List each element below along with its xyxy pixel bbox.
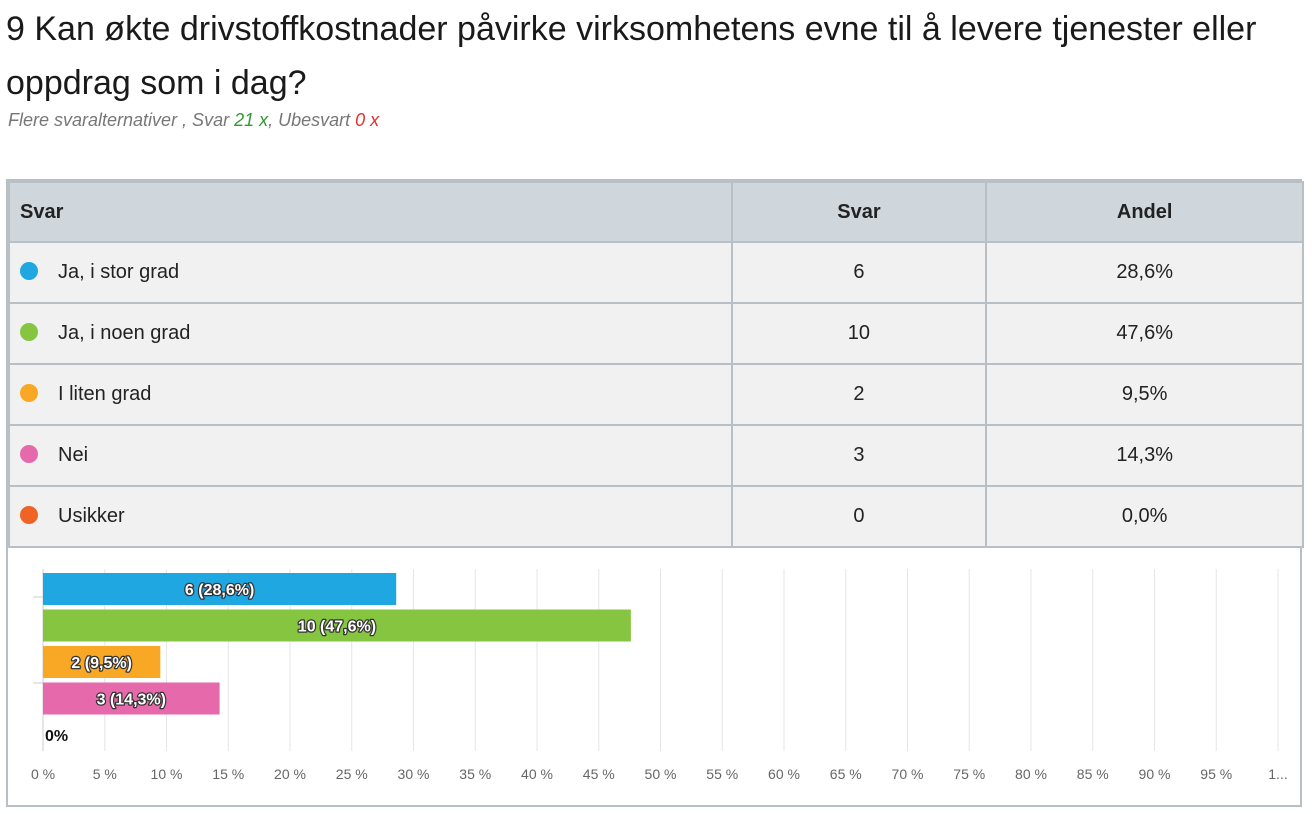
x-tick-label: 85 % [1077,766,1109,782]
answer-label: Ja, i stor grad [58,261,180,283]
table-row: Nei 3 14,3% [8,424,1304,487]
bar-data-label: 10 (47,6%) [298,619,376,636]
answer-cell: Usikker [8,485,733,548]
count-cell: 0 [730,485,988,548]
x-tick-label: 30 % [398,766,430,782]
response-meta: Flere svaralternativer , Svar 21 x, Ubes… [8,110,379,131]
bar-data-label: 3 (14,3%) [97,692,166,709]
share-cell: 9,5% [985,363,1304,426]
results-table: Svar Svar Andel Ja, i stor grad 6 28,6% Ja,… [8,181,1304,548]
answer-label: Usikker [58,505,125,527]
table-row: Ja, i stor grad 6 28,6% [8,241,1304,304]
meta-mid: , Ubesvart [268,110,356,130]
answer-cell: Ja, i noen grad [8,302,733,365]
x-tick-label: 40 % [521,766,553,782]
bar [43,682,220,715]
answer-cell: Nei [8,424,733,487]
share-cell: 47,6% [985,302,1304,365]
x-tick-label: 95 % [1200,766,1232,782]
table-row: Usikker 0 0,0% [8,485,1304,548]
answered-count: 21 x [234,110,269,130]
x-tick-label: 80 % [1015,766,1047,782]
share-cell: 14,3% [985,424,1304,487]
table-row: Ja, i noen grad 10 47,6% [8,302,1304,365]
legend-dot-icon [20,445,38,464]
legend-dot-icon [20,262,38,281]
x-tick-label: 60 % [768,766,800,782]
x-tick-label: 25 % [336,766,368,782]
bar-data-label: 2 (9,5%) [71,655,131,672]
table-body: Ja, i stor grad 6 28,6% Ja, i noen grad 10 47… [8,241,1304,548]
share-cell: 28,6% [985,241,1304,304]
bar-data-label: 0% [45,728,68,745]
question-title: 9 Kan økte drivstoffkostnader påvirke vi… [6,10,1257,102]
x-tick-label: 65 % [830,766,862,782]
legend-dot-icon [20,384,38,403]
unanswered-count: 0 x [355,110,380,130]
x-tick-label: 50 % [645,766,677,782]
x-tick-label: 75 % [953,766,985,782]
count-cell: 6 [730,241,988,304]
x-tick-label: 5 % [93,766,117,782]
answer-cell: I liten grad [8,363,733,426]
bar-chart-svg: 0 % 5 % 10 % 15 % 20 % 25 % 30 % 35 % 40 % 45 % 50… [31,569,1288,782]
header-count: Svar [730,181,988,243]
results-panel: Svar Svar Andel Ja, i stor grad 6 28,6% Ja,… [6,179,1304,807]
table-header-row: Svar Svar Andel [8,181,1304,243]
x-tick-label: 10 % [151,766,183,782]
x-tick-label: 20 % [274,766,306,782]
x-tick-label: 15 % [212,766,244,782]
bar-data-label: 6 (28,6%) [185,582,254,599]
x-tick-label: 1... [1268,766,1287,782]
legend-dot-icon [20,506,38,525]
count-cell: 10 [730,302,988,365]
x-tick-label: 55 % [706,766,738,782]
meta-prefix: Flere svaralternativer , Svar [8,110,235,130]
answer-label: Nei [58,444,89,466]
x-tick-label: 70 % [892,766,924,782]
bar [43,609,631,642]
x-tick-label: 35 % [459,766,491,782]
x-tick-label: 0 % [31,766,55,782]
count-cell: 3 [730,424,988,487]
share-cell: 0,0% [985,485,1304,548]
answer-label: I liten grad [58,383,152,405]
bar [43,573,397,605]
legend-dot-icon [20,323,38,342]
bar-chart: 0 % 5 % 10 % 15 % 20 % 25 % 30 % 35 % 40 % 45 % 50… [8,547,1302,807]
header-share: Andel [985,181,1304,243]
bar [43,646,161,678]
answer-cell: Ja, i stor grad [8,241,733,304]
x-tick-label: 90 % [1139,766,1171,782]
header-answer: Svar [8,181,733,243]
count-cell: 2 [730,363,988,426]
table-row: I liten grad 2 9,5% [8,363,1304,426]
x-tick-label: 45 % [583,766,615,782]
answer-label: Ja, i noen grad [58,322,191,344]
